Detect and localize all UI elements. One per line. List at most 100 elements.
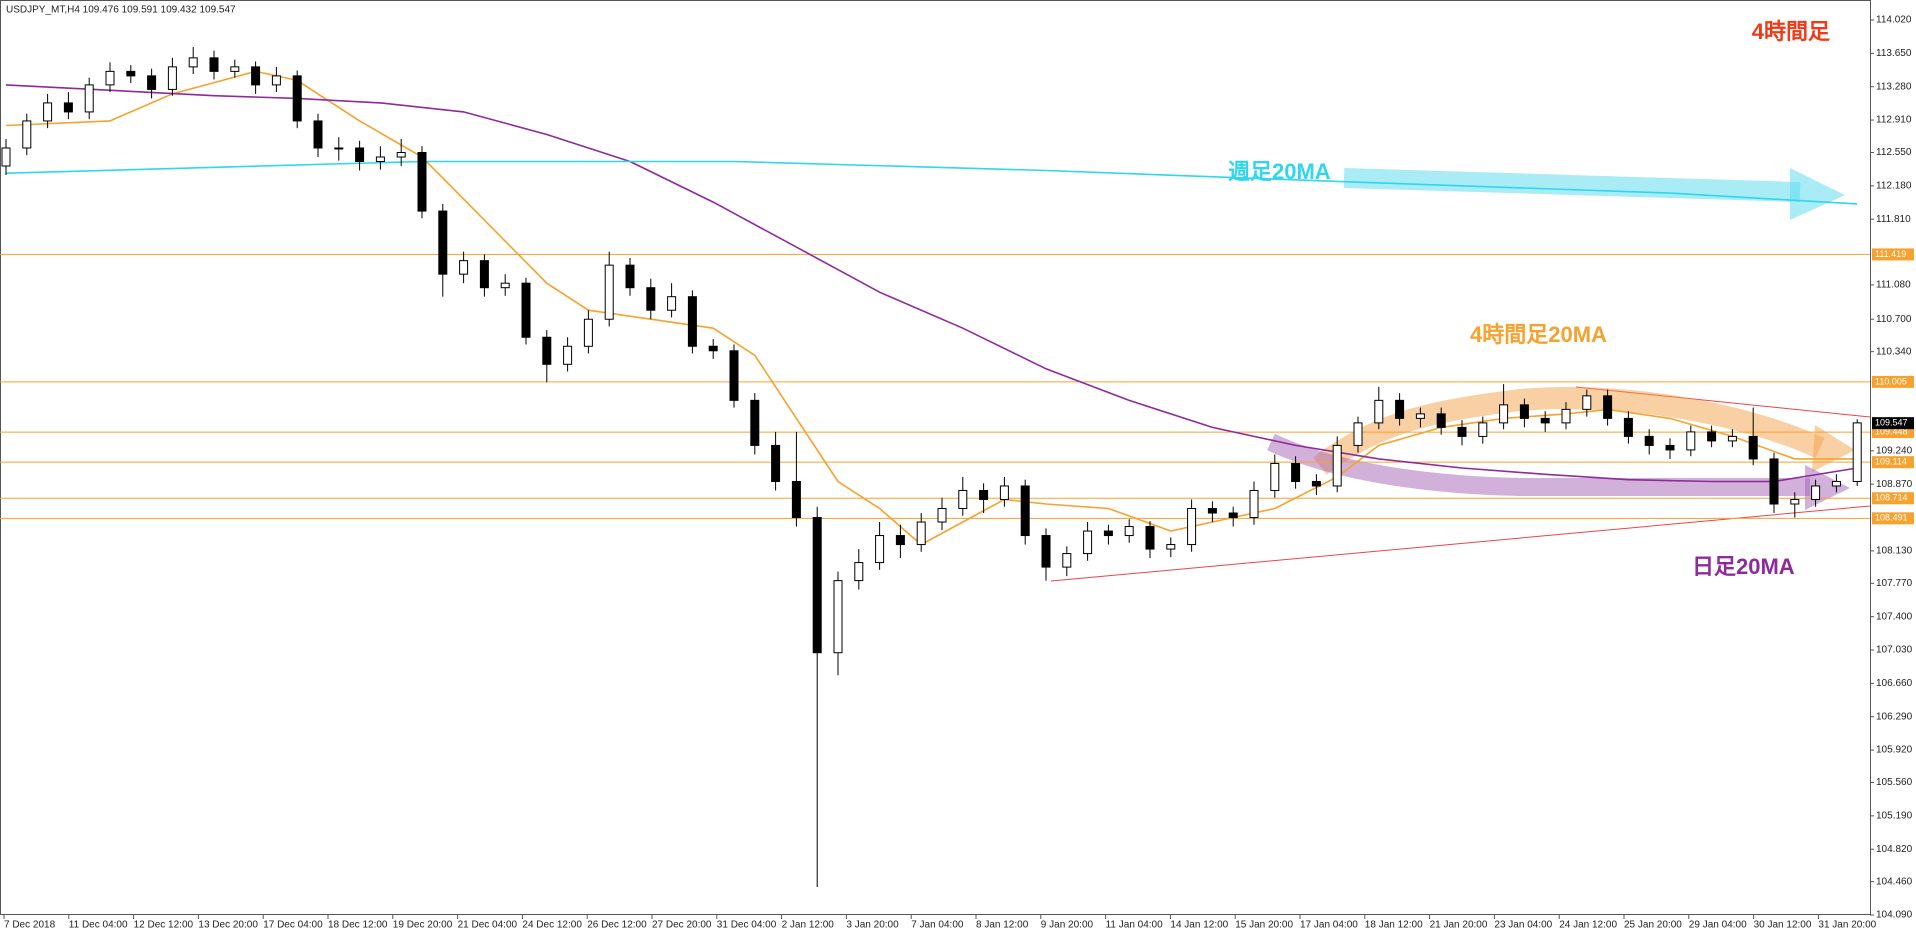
y-tick-label: 111.810	[1876, 214, 1911, 225]
candle-body	[251, 66, 261, 86]
candle-body	[479, 260, 489, 289]
candle-body	[63, 102, 73, 113]
candle-body	[1332, 444, 1342, 487]
x-tick-label: 9 Jan 20:00	[1041, 920, 1094, 931]
x-tick-label: 27 Dec 20:00	[652, 920, 712, 931]
candle-body	[563, 345, 573, 365]
candle-body	[1457, 426, 1467, 437]
candle-body	[188, 57, 198, 68]
candle-body	[105, 70, 115, 86]
candle-body	[1561, 408, 1571, 424]
candle-body	[1831, 480, 1841, 487]
y-tick-label: 106.660	[1876, 678, 1913, 689]
candle-body	[1748, 435, 1758, 460]
candle-body	[625, 264, 635, 289]
x-tick-label: 8 Jan 12:00	[976, 920, 1029, 931]
candle-body	[833, 580, 843, 654]
candle-body	[1623, 417, 1633, 437]
candle-body	[1415, 413, 1425, 419]
level-tag	[1872, 248, 1914, 261]
y-tick-label: 110.340	[1876, 346, 1912, 357]
candle-body	[1187, 508, 1197, 546]
candle-body	[147, 75, 157, 90]
chart-title: USDJPY_MT,H4 109.476 109.591 109.432 109…	[6, 5, 236, 16]
candle-body	[937, 508, 947, 523]
arrow-band	[1313, 387, 1825, 475]
candle-body	[1353, 422, 1363, 446]
x-tick-label: 29 Jan 04:00	[1689, 920, 1747, 931]
y-tick-label: 107.030	[1876, 645, 1913, 656]
candle-body	[209, 57, 219, 72]
candle-body	[1603, 395, 1613, 419]
candle-body	[812, 517, 822, 654]
ma-line	[5, 70, 1858, 546]
level-tag	[1872, 512, 1914, 525]
candle-body	[43, 102, 53, 122]
candle-body	[1540, 417, 1550, 424]
x-tick-label: 31 Jan 20:00	[1818, 920, 1876, 931]
candle-body	[1707, 431, 1717, 442]
x-tick-label: 12 Dec 12:00	[134, 920, 194, 931]
candle-body	[771, 444, 781, 482]
x-tick-label: 18 Jan 12:00	[1365, 920, 1423, 931]
candle-body	[1311, 480, 1321, 487]
level-label: 108.491	[1875, 513, 1908, 523]
x-tick-label: 2 Jan 12:00	[782, 920, 835, 931]
candle-body	[729, 350, 739, 401]
candle-body	[1270, 462, 1280, 491]
candle-body	[1103, 530, 1113, 537]
candle-body	[1228, 512, 1238, 519]
x-tick-label: 7 Jan 04:00	[911, 920, 964, 931]
candle-body	[271, 75, 281, 86]
candle-body	[1166, 544, 1176, 550]
level-label: 109.114	[1875, 457, 1907, 467]
x-tick-label: 24 Dec 12:00	[522, 920, 582, 931]
candle-body	[1790, 498, 1800, 505]
arrow-band	[1267, 433, 1810, 496]
candle-body	[417, 151, 427, 212]
y-tick-label: 112.550	[1876, 147, 1912, 158]
candle-body	[438, 210, 448, 275]
x-tick-label: 3 Jan 20:00	[846, 920, 899, 931]
y-tick-label: 104.820	[1876, 844, 1913, 855]
x-tick-label: 15 Jan 20:00	[1235, 920, 1293, 931]
candle-body	[1436, 413, 1446, 428]
candle-body	[958, 489, 968, 510]
x-tick-label: 11 Jan 04:00	[1106, 920, 1164, 931]
level-label: 111.419	[1875, 249, 1906, 259]
level-tag	[1872, 492, 1914, 505]
x-tick-label: 17 Jan 04:00	[1300, 920, 1358, 931]
candle-body	[22, 120, 32, 149]
x-tick-label: 24 Jan 12:00	[1559, 920, 1617, 931]
y-tick-label: 107.400	[1876, 611, 1913, 622]
y-tick-label: 107.770	[1876, 578, 1913, 589]
y-tick-label: 113.280	[1876, 81, 1912, 92]
x-tick-label: 19 Dec 20:00	[393, 920, 453, 931]
y-tick-label: 104.090	[1876, 910, 1913, 921]
candle-body	[84, 84, 94, 113]
candle-body	[687, 296, 697, 347]
arrow-head	[1790, 168, 1845, 220]
candle-body	[126, 70, 136, 77]
candle-body	[521, 282, 531, 338]
candle-body	[1582, 395, 1592, 410]
candle-body	[313, 120, 323, 149]
y-tick-label: 112.180	[1876, 180, 1912, 191]
y-tick-label: 104.460	[1876, 876, 1913, 887]
candle-body	[1769, 458, 1779, 505]
annotation: 4時間足	[1752, 19, 1830, 44]
y-tick-label: 112.910	[1876, 115, 1912, 126]
candle-body	[583, 318, 593, 347]
y-tick-label: 109.240	[1876, 445, 1913, 456]
candle-body	[1145, 526, 1155, 550]
y-tick-label: 106.290	[1876, 711, 1913, 722]
x-tick-label: 23 Jan 04:00	[1494, 920, 1552, 931]
last-price-label: 109.547	[1875, 418, 1908, 428]
y-tick-label: 105.190	[1876, 810, 1913, 821]
last-price-tag	[1872, 417, 1914, 430]
arrow-band	[1343, 168, 1801, 202]
level-label: 108.714	[1875, 493, 1908, 503]
candle-body	[230, 66, 240, 72]
candle-body	[916, 521, 926, 546]
x-tick-label: 18 Dec 12:00	[328, 920, 388, 931]
